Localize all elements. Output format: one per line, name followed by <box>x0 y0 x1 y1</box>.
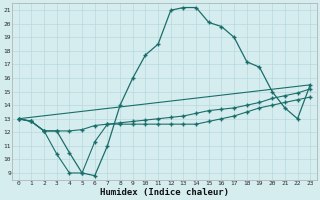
X-axis label: Humidex (Indice chaleur): Humidex (Indice chaleur) <box>100 188 229 197</box>
